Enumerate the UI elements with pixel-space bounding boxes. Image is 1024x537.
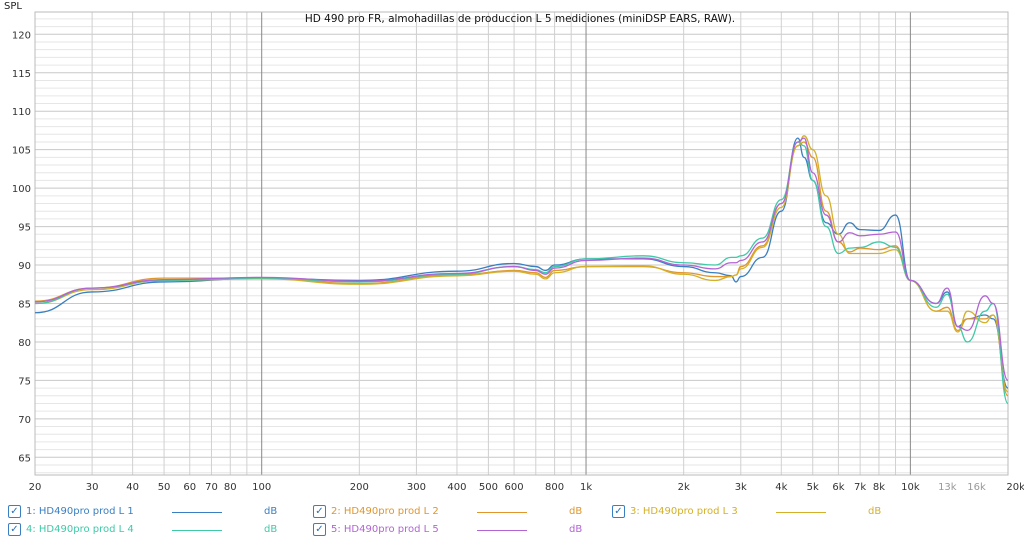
x-tick-label: 20 [29,482,42,493]
x-tick-label: 5k [807,482,819,493]
y-tick-label: 110 [12,107,31,118]
plot-border [34,11,1009,476]
x-tick-label: 1k [580,482,592,493]
legend-item-5[interactable]: ✓ 5: HD490pro prod L 5 [313,523,439,536]
y-tick-label: 85 [18,299,31,310]
x-tick-label: 70 [205,482,218,493]
x-tick-label: 100 [252,482,271,493]
legend-item-2[interactable]: ✓ 2: HD490pro prod L 2 [313,505,439,518]
x-tick-label: 200 [350,482,369,493]
x-tick-label: 7k [854,482,866,493]
legend-unit: dB [264,506,278,517]
legend-line-swatch [477,530,527,531]
x-tick-label: 600 [505,482,524,493]
checkbox-checked-icon[interactable]: ✓ [8,505,21,518]
y-tick-label: 65 [18,453,31,464]
legend-item-3[interactable]: ✓ 3: HD490pro prod L 3 [612,505,738,518]
legend-unit: dB [868,506,882,517]
x-tick-label: 40 [126,482,139,493]
x-tick-label: 6k [832,482,844,493]
y-tick-label: 120 [12,30,31,41]
y-tick-label: 95 [18,223,31,234]
legend-label: 5: HD490pro prod L 5 [331,524,439,535]
series-line-5 [34,137,1009,382]
x-tick-label: 500 [479,482,498,493]
legend-unit: dB [569,506,583,517]
y-tick-label: 105 [12,146,31,157]
legend-label: 2: HD490pro prod L 2 [331,506,439,517]
y-tick-label: 80 [18,338,31,349]
x-tick-label: 10k [901,482,920,493]
legend-item-4[interactable]: ✓ 4: HD490pro prod L 4 [8,523,134,536]
y-tick-label: 90 [18,261,31,272]
legend-line-swatch [477,512,527,513]
x-tick-label: 13k [938,482,957,493]
checkbox-checked-icon[interactable]: ✓ [612,505,625,518]
series-line-4 [34,141,1009,405]
legend-line-swatch [172,530,222,531]
legend-label: 1: HD490pro prod L 1 [26,506,134,517]
checkbox-checked-icon[interactable]: ✓ [313,505,326,518]
checkbox-checked-icon[interactable]: ✓ [313,523,326,536]
checkbox-checked-icon[interactable]: ✓ [8,523,21,536]
x-tick-label: 8k [873,482,885,493]
x-tick-label: 16k [967,482,986,493]
legend-item-1[interactable]: ✓ 1: HD490pro prod L 1 [8,505,134,518]
series-line-1 [34,137,1009,389]
legend-line-swatch [776,512,826,513]
legend-unit: dB [569,524,583,535]
x-tick-label: 400 [447,482,466,493]
x-tick-label: 2k [678,482,690,493]
y-axis-label: SPL [4,1,22,12]
y-tick-label: 70 [18,415,31,426]
legend-unit: dB [264,524,278,535]
x-tick-label: 800 [545,482,564,493]
chart-title: HD 490 pro FR, almohadillas de produccio… [305,13,735,25]
series-line-3 [34,135,1009,393]
x-tick-label: 4k [775,482,787,493]
legend-label: 4: HD490pro prod L 4 [26,524,134,535]
x-tick-label: 80 [224,482,237,493]
x-tick-label: 300 [407,482,426,493]
y-tick-label: 100 [12,184,31,195]
x-tick-label: 50 [158,482,171,493]
x-tick-label: 60 [183,482,196,493]
x-tick-label: 20kHz [1006,482,1024,493]
x-tick-label: 30 [86,482,99,493]
legend-label: 3: HD490pro prod L 3 [630,506,738,517]
legend-line-swatch [172,512,222,513]
x-tick-label: 3k [735,482,747,493]
y-tick-label: 75 [18,376,31,387]
frequency-response-chart[interactable]: 65 70 75 80 85 90 95 100 105 110 115 120 20 30 40 50 60… [0,0,1024,500]
y-tick-label: 115 [12,69,31,80]
